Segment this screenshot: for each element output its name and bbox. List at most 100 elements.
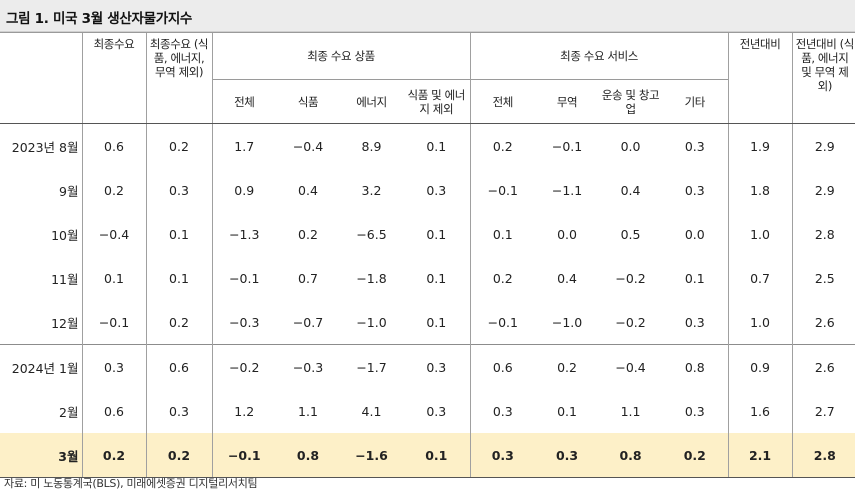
table-cell: −0.1	[469, 168, 536, 212]
table-cell: 0.7	[727, 256, 793, 300]
table-cell: −0.7	[292, 314, 324, 330]
table-cell: −0.2	[615, 270, 646, 286]
table-cell: −0.1	[469, 300, 536, 345]
table-cell: 0.2	[535, 344, 600, 389]
table-cell: 0.3	[426, 182, 447, 198]
table-cell: 0.1	[81, 256, 146, 300]
table-cell: 0.1	[145, 256, 212, 300]
table-cell: 0.9	[211, 168, 276, 212]
table-row: 11월 0.1 0.1 −0.1 0.7 −1.8 0.1 0.2 0.4 −0.2 0.1 0.7 2…	[0, 256, 855, 300]
header-services-group: 최종 수요 서비스	[469, 32, 729, 80]
table-cell: −1.0	[356, 314, 387, 330]
header-yoy: 전년대비	[727, 32, 793, 124]
table-cell: 0.3	[684, 314, 705, 330]
table-cell: 0.7	[298, 270, 318, 286]
table-cell: 2.6	[791, 344, 855, 389]
table-cell: 0.1	[426, 314, 447, 330]
table-cell: 0.1	[403, 433, 471, 478]
table-row: 9월 0.2 0.3 0.9 0.4 3.2 0.3 −0.1 −1.1 0.4 0.3 1.8 2.9	[0, 168, 855, 212]
table-cell: 0.3	[684, 403, 705, 419]
table-cell: 0.1	[557, 403, 577, 419]
table-cell: −1.6	[340, 433, 403, 478]
table-cell: 2.6	[791, 300, 855, 345]
header-goods-group: 최종 수요 상품	[211, 32, 471, 80]
table-row: 10월 −0.4 0.1 −1.3 0.2 −6.5 0.1 0.1 0.0 0.5 0.0 1.0 2…	[0, 212, 855, 256]
header-services-transport: 운송 및 창고업	[599, 79, 663, 124]
table-cell: 0.6	[81, 389, 146, 433]
table-cell: 0.2	[662, 433, 729, 478]
table-cell: 0.2	[469, 256, 536, 300]
table-cell: −0.1	[211, 256, 276, 300]
table-cell: 1.1	[620, 403, 641, 419]
table-cell: 2.9	[791, 168, 855, 212]
table-cell: 0.2	[145, 300, 212, 345]
table-row: 2월 0.6 0.3 1.2 1.1 4.1 0.3 0.3 0.1 1.1 0.3 1.6 2.7	[0, 389, 855, 433]
table-cell: −0.2	[211, 344, 276, 389]
table-cell: 0.2	[469, 123, 536, 168]
table-cell: 0.6	[81, 123, 146, 168]
table-cell: −0.4	[292, 138, 324, 154]
table-cell: −0.1	[211, 433, 276, 478]
table-cell: −1.1	[551, 182, 583, 198]
table-cell: 2.7	[791, 389, 855, 433]
header-services-other: 기타	[662, 79, 729, 124]
table-cell: 0.6	[469, 344, 536, 389]
table-row: 2023년 8월 0.6 0.2 1.7 −0.4 8.9 0.1 0.2 −0.1 0.0 0.3…	[0, 123, 855, 168]
table-cell: 0.3	[684, 182, 705, 198]
row-label: 9월	[59, 183, 79, 199]
header-services-trade: 무역	[535, 79, 600, 124]
header-yoy-core: 전년대비 (식품, 에너지 및 무역 제외)	[791, 32, 855, 124]
table-cell: 0.2	[81, 168, 146, 212]
table-cell: 1.8	[727, 168, 793, 212]
table-cell: 0.8	[662, 344, 729, 389]
header-goods-energy: 에너지	[340, 79, 403, 124]
title-bar: 그림 1. 미국 3월 생산자물가지수	[0, 0, 855, 32]
table-cell: 0.1	[426, 270, 447, 286]
table-cell: 1.6	[727, 389, 793, 433]
table-cell: −0.4	[599, 344, 663, 389]
table-cell: 0.2	[81, 433, 146, 478]
header-date	[0, 32, 82, 124]
table-cell: 1.9	[727, 123, 793, 168]
table-cell: 4.1	[361, 403, 382, 419]
table-cell: 8.9	[361, 138, 382, 154]
header-goods-food: 식품	[276, 79, 340, 124]
table-cell: 0.3	[145, 389, 212, 433]
row-label: 2월	[59, 404, 79, 420]
table-cell: 0.3	[684, 138, 705, 154]
table-cell: 0.3	[426, 403, 447, 419]
ppi-table: 최종수요 최종수요 (식품, 에너지, 무역 제외) 최종 수요 상품 최종 수…	[0, 32, 855, 478]
table-cell: −1.3	[211, 212, 276, 256]
row-label: 12월	[51, 315, 79, 331]
table-cell: 0.1	[426, 226, 447, 242]
table-cell: 1.2	[211, 389, 276, 433]
table-cell: 2.9	[791, 123, 855, 168]
table-cell: 0.3	[145, 168, 212, 212]
table-cell: 0.4	[557, 270, 577, 286]
table-cell: 0.4	[620, 182, 641, 198]
table-cell: 0.8	[599, 433, 663, 478]
table-cell: 1.0	[727, 300, 793, 345]
table-cell: −1.0	[551, 314, 583, 330]
table-cell: −1.8	[356, 270, 387, 286]
table-cell: −0.1	[551, 138, 583, 154]
table-cell: 0.2	[145, 123, 212, 168]
table-cell: 0.3	[535, 433, 600, 478]
source-note: 자료: 미 노동통계국(BLS), 미래에셋증권 디지털리서치팀	[4, 477, 258, 490]
table-cell: 2.5	[791, 256, 855, 300]
table-cell: 0.1	[684, 270, 705, 286]
table-cell: 2.8	[791, 212, 855, 256]
table-cell: 0.0	[620, 138, 641, 154]
table-cell: 0.1	[426, 138, 447, 154]
table-cell: 0.3	[81, 344, 146, 389]
row-label: 10월	[51, 227, 79, 243]
table-cell: 0.4	[298, 182, 318, 198]
header-goods-core: 식품 및 에너지 제외	[403, 79, 471, 124]
table-cell: 1.7	[211, 123, 276, 168]
table-cell: −0.1	[81, 300, 146, 345]
table-cell: 0.1	[145, 212, 212, 256]
table-cell: 0.0	[557, 226, 577, 242]
header-final-demand: 최종수요	[81, 32, 146, 124]
table-cell: −1.7	[340, 344, 403, 389]
table-cell: 0.0	[684, 226, 705, 242]
